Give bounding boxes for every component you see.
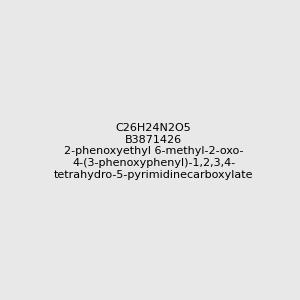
Text: C26H24N2O5
B3871426
2-phenoxyethyl 6-methyl-2-oxo-
4-(3-phenoxyphenyl)-1,2,3,4-
: C26H24N2O5 B3871426 2-phenoxyethyl 6-met… xyxy=(54,123,254,180)
